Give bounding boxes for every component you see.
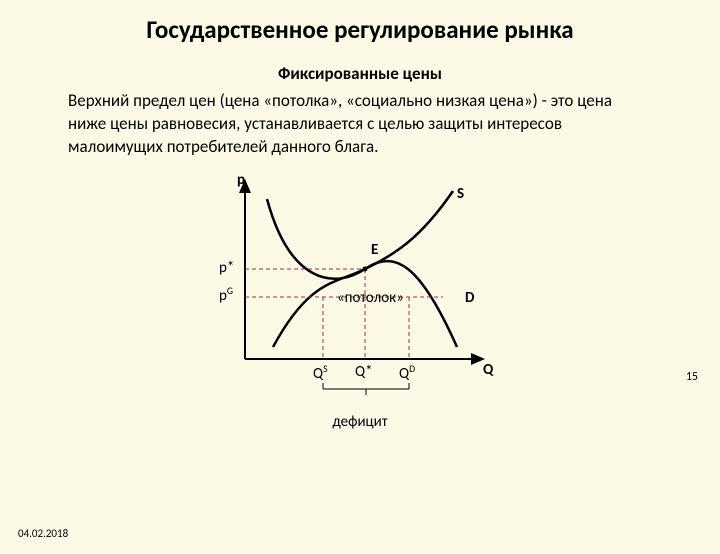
subtitle: Фиксированные цены	[0, 63, 720, 84]
qd-label: QD	[399, 363, 415, 383]
page-number: 15	[686, 370, 698, 384]
deficit-label: дефицит	[0, 413, 720, 431]
page-title: Государственное регулирование рынка	[0, 14, 720, 45]
ceiling-text: «потолок»	[337, 289, 404, 307]
date-text: 04.02.2018	[18, 527, 68, 540]
axis-q-label: Q	[483, 361, 493, 379]
curve-d-label: D	[465, 289, 474, 307]
pg-label: pG	[219, 285, 233, 305]
axis-p-label: р	[237, 171, 245, 189]
equilibrium-label: E	[371, 241, 378, 259]
curve-s-label: S	[457, 185, 464, 203]
price-ceiling-chart: р S D E p* pG «потолок» QS Q* QD Q	[195, 169, 525, 409]
body-text: Верхний предел цен (цена «потолка», «соц…	[68, 90, 652, 159]
qstar-label: Q*	[355, 363, 373, 381]
qs-label: QS	[313, 363, 328, 383]
p-star-label: p*	[219, 259, 234, 277]
